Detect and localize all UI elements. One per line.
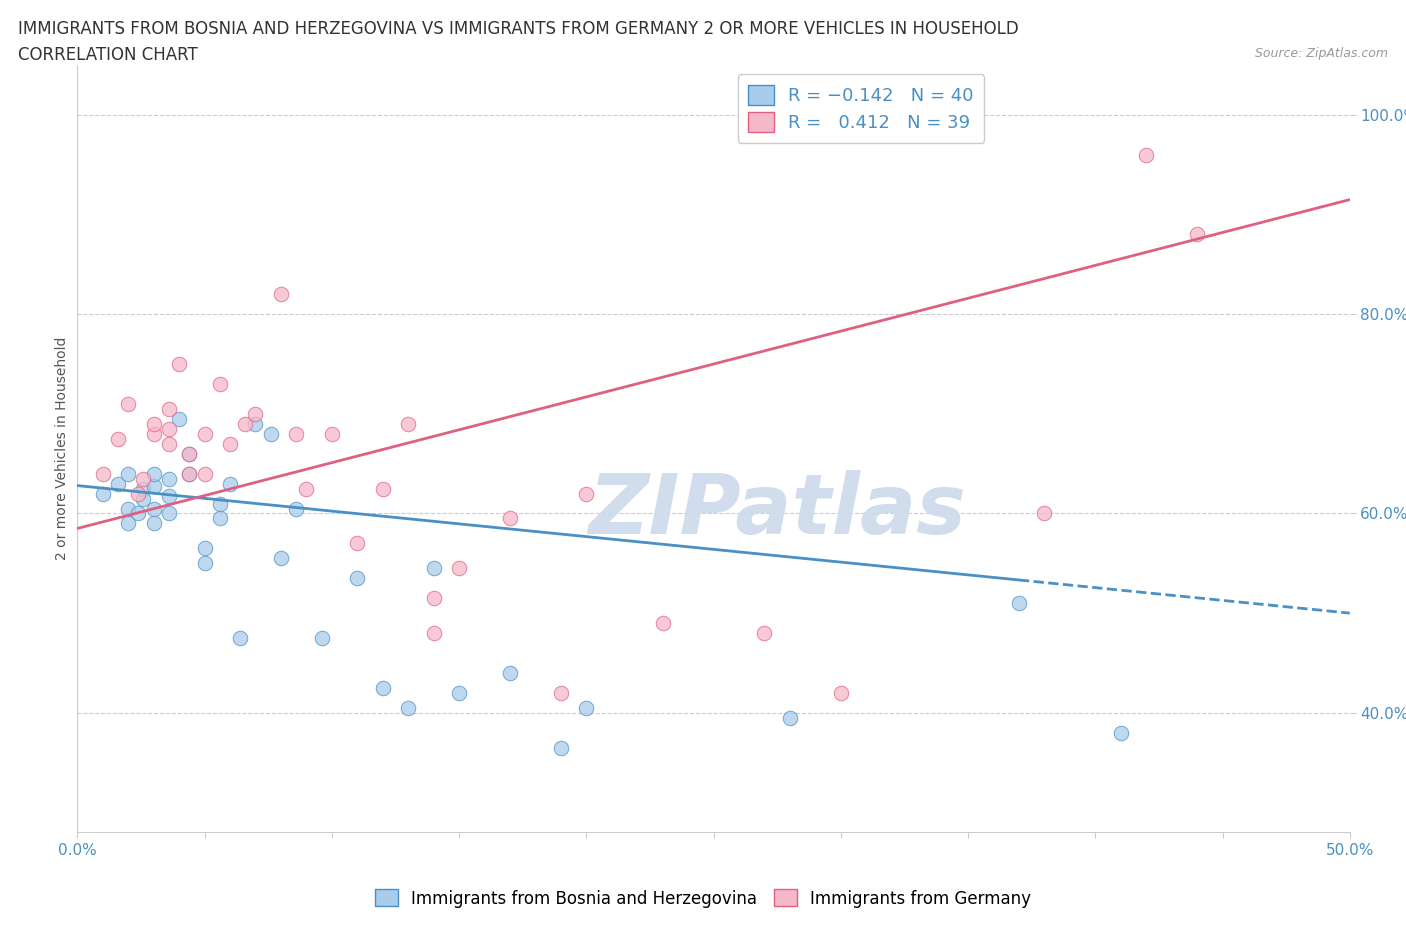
Point — [219, 476, 242, 491]
Point — [311, 631, 333, 645]
Point — [157, 472, 180, 486]
Point — [855, 127, 877, 142]
Point — [107, 432, 129, 446]
Point — [142, 501, 165, 516]
Point — [107, 476, 129, 491]
Point — [117, 516, 139, 531]
Point — [346, 571, 368, 586]
Point — [371, 681, 394, 696]
Point — [422, 561, 444, 576]
Point — [499, 666, 522, 681]
Point — [449, 561, 471, 576]
Point — [396, 700, 419, 715]
Point — [132, 472, 155, 486]
Text: IMMIGRANTS FROM BOSNIA AND HERZEGOVINA VS IMMIGRANTS FROM GERMANY 2 OR MORE VEHI: IMMIGRANTS FROM BOSNIA AND HERZEGOVINA V… — [18, 20, 1019, 38]
Point — [371, 481, 394, 496]
Point — [229, 631, 252, 645]
Point — [499, 512, 522, 526]
Point — [194, 541, 217, 556]
Point — [270, 286, 292, 301]
Point — [270, 551, 292, 565]
Point — [245, 417, 267, 432]
Point — [422, 626, 444, 641]
Point — [179, 466, 201, 481]
Point — [651, 616, 673, 631]
Point — [179, 466, 201, 481]
Point — [194, 426, 217, 441]
Point — [117, 396, 139, 411]
Text: CORRELATION CHART: CORRELATION CHART — [18, 46, 198, 64]
Point — [285, 426, 308, 441]
Point — [245, 406, 267, 421]
Point — [132, 491, 155, 506]
Point — [754, 626, 776, 641]
Point — [219, 436, 242, 451]
Legend: Immigrants from Bosnia and Herzegovina, Immigrants from Germany: Immigrants from Bosnia and Herzegovina, … — [368, 883, 1038, 914]
Point — [1109, 725, 1132, 740]
Point — [157, 421, 180, 436]
Point — [208, 377, 231, 392]
Point — [142, 478, 165, 493]
Point — [127, 506, 149, 521]
Point — [142, 417, 165, 432]
Point — [157, 488, 180, 503]
Point — [142, 426, 165, 441]
Point — [167, 356, 190, 371]
Point — [233, 417, 256, 432]
Point — [550, 740, 572, 755]
Point — [575, 700, 598, 715]
Point — [194, 466, 217, 481]
Point — [422, 591, 444, 605]
Point — [91, 486, 114, 501]
Point — [127, 486, 149, 501]
Y-axis label: 2 or more Vehicles in Household: 2 or more Vehicles in Household — [55, 337, 69, 561]
Point — [1033, 506, 1056, 521]
Point — [117, 501, 139, 516]
Point — [132, 481, 155, 496]
Point — [157, 402, 180, 417]
Point — [117, 466, 139, 481]
Text: ZIPatlas: ZIPatlas — [588, 470, 966, 551]
Point — [142, 466, 165, 481]
Point — [167, 411, 190, 426]
Point — [142, 516, 165, 531]
Point — [285, 501, 308, 516]
Point — [396, 417, 419, 432]
Point — [260, 426, 283, 441]
Point — [1135, 147, 1157, 162]
Point — [830, 685, 852, 700]
Point — [1008, 596, 1031, 611]
Point — [179, 446, 201, 461]
Point — [194, 556, 217, 571]
Point — [91, 466, 114, 481]
Legend: R = −0.142   N = 40, R =   0.412   N = 39: R = −0.142 N = 40, R = 0.412 N = 39 — [738, 74, 984, 143]
Point — [779, 711, 801, 725]
Point — [1185, 227, 1208, 242]
Point — [179, 446, 201, 461]
Point — [208, 512, 231, 526]
Point — [157, 506, 180, 521]
Point — [449, 685, 471, 700]
Point — [550, 685, 572, 700]
Point — [157, 436, 180, 451]
Point — [295, 481, 318, 496]
Text: Source: ZipAtlas.com: Source: ZipAtlas.com — [1254, 46, 1388, 60]
Point — [346, 536, 368, 551]
Point — [575, 486, 598, 501]
Point — [321, 426, 343, 441]
Point — [208, 496, 231, 511]
